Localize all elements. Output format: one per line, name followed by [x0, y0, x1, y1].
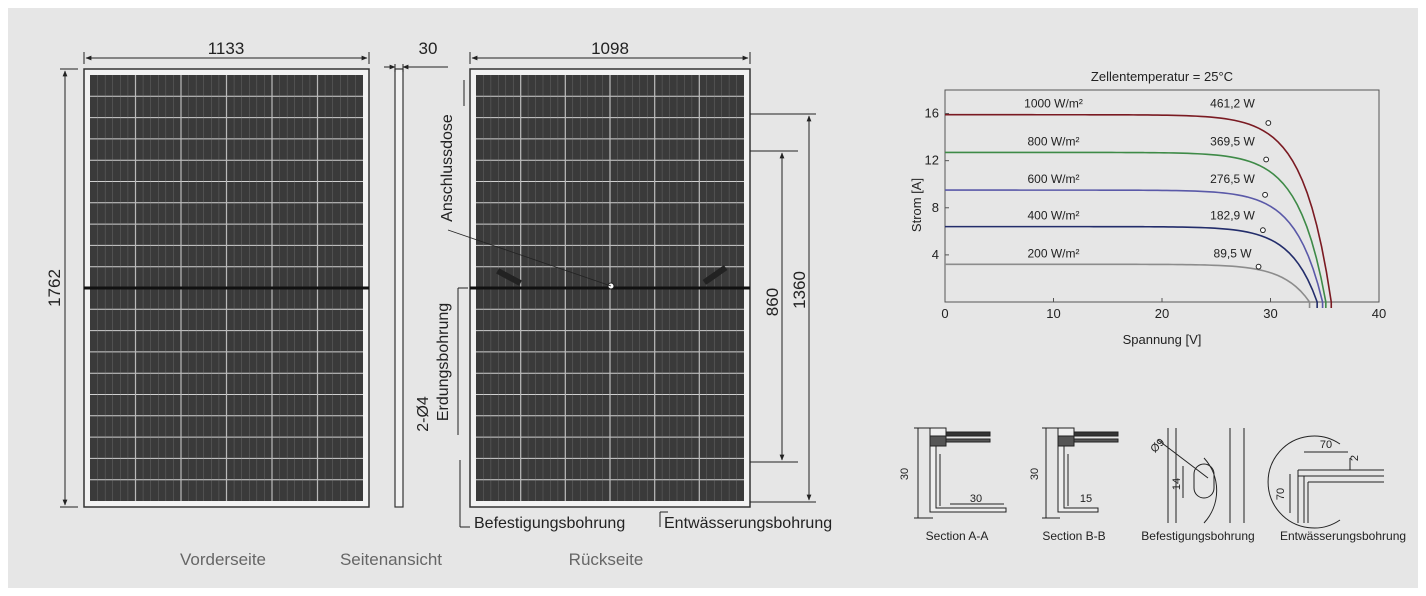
detail-drain-hole — [1267, 435, 1384, 529]
section-aa-dim-2: 30 — [970, 493, 982, 505]
x-tick-label: 20 — [1155, 306, 1169, 321]
series-power-label: 369,5 W — [1210, 134, 1255, 148]
x-tick-label: 40 — [1372, 306, 1386, 321]
y-tick-label: 12 — [925, 153, 939, 168]
series-power-label: 461,2 W — [1210, 97, 1255, 111]
section-aa-caption: Section A-A — [926, 529, 989, 543]
chart-series-group: 1000 W/m² 461,2 W 800 W/m² 369,5 W 600 W/m² 2… — [944, 97, 1333, 308]
series-line — [944, 189, 1324, 308]
section-aa-dim-1: 30 — [899, 468, 911, 480]
side-panel-profile — [394, 68, 404, 508]
junction-box-right — [702, 265, 728, 285]
series-power-label: 276,5 W — [1210, 172, 1255, 186]
front-height-label: 1762 — [45, 269, 64, 307]
datasheet-drawing-sheet: 1133 1762 Vorderseite 30 Seitenansicht 1… — [8, 8, 1418, 588]
x-tick-label: 10 — [1046, 306, 1060, 321]
section-bb-dim-2: 15 — [1080, 493, 1092, 505]
series-name-label: 600 W/m² — [1027, 172, 1079, 186]
series-line — [944, 151, 1327, 308]
series-power-label: 182,9 W — [1210, 209, 1255, 223]
chart-title: Zellentemperatur = 25°C — [1091, 69, 1233, 84]
y-tick-label: 8 — [932, 200, 939, 215]
mounting-hole-label: Befestigungsbohrung — [474, 515, 625, 532]
front-width-label: 1133 — [208, 39, 245, 58]
chart-ylabel: Strom [A] — [909, 178, 924, 232]
series-line — [944, 225, 1318, 308]
x-tick-label: 30 — [1263, 306, 1277, 321]
side-view: 30 Seitenansicht — [340, 39, 448, 569]
drain-hole-label: Entwässerungsbohrung — [664, 515, 832, 532]
drain-detail-dim-3: 2 — [1349, 455, 1361, 461]
dim-1360-label: 1360 — [790, 271, 809, 309]
detail-section-b-b — [1042, 427, 1119, 519]
mpp-point — [1255, 263, 1262, 270]
series-name-label: 1000 W/m² — [1024, 97, 1083, 111]
front-view: 1133 1762 Vorderseite — [45, 39, 370, 569]
mpp-point — [1260, 227, 1266, 234]
section-bb-caption: Section B-B — [1042, 529, 1105, 543]
mpp-point — [1263, 156, 1270, 163]
detail-mounting-hole — [1157, 428, 1245, 524]
iv-curve-chart: Zellentemperatur = 25°C Spannung [V] Str… — [909, 69, 1386, 347]
mounting-detail-caption: Befestigungsbohrung — [1141, 529, 1254, 543]
y-tick-label: 4 — [932, 247, 939, 262]
ground-hole-label-1: 2-Ø4 — [415, 396, 432, 432]
side-view-caption: Seitenansicht — [340, 550, 442, 569]
chart-xlabel: Spannung [V] — [1123, 332, 1202, 347]
detail-section-a-a — [914, 427, 1007, 519]
mounting-detail-dim-1: 14 — [1171, 478, 1183, 490]
y-tick-label: 16 — [925, 106, 939, 121]
section-bb-dim-1: 30 — [1029, 468, 1041, 480]
mounting-detail-dim-2: Ø9 — [1148, 436, 1167, 455]
mpp-point — [1265, 120, 1272, 126]
drain-detail-dim-2: 70 — [1275, 488, 1287, 500]
front-view-caption: Vorderseite — [180, 550, 266, 569]
series-name-label: 200 W/m² — [1027, 246, 1079, 260]
chart-axis-ticks: 0 10 20 30 40 4 8 12 16 — [925, 106, 1387, 321]
junction-box-left — [496, 268, 522, 286]
series-power-label: 89,5 W — [1214, 246, 1253, 260]
side-thickness-label: 30 — [419, 39, 438, 58]
series-line — [944, 113, 1333, 308]
mpp-point — [1262, 191, 1268, 198]
back-view-caption: Rückseite — [569, 550, 644, 569]
dim-860-label: 860 — [763, 288, 782, 316]
drain-detail-dim-1: 70 — [1320, 439, 1332, 451]
drain-detail-caption: Entwässerungsbohrung — [1280, 529, 1406, 543]
series-line — [944, 263, 1311, 308]
junction-box-label: Anschlussdose — [439, 114, 456, 222]
series-name-label: 800 W/m² — [1027, 134, 1079, 148]
back-view: 1098 860 1360 Anschlussdose 2-Ø4 Erdungs… — [415, 39, 832, 569]
series-name-label: 400 W/m² — [1027, 209, 1079, 223]
x-tick-label: 0 — [941, 306, 948, 321]
ground-hole-label-2: Erdungsbohrung — [435, 303, 452, 421]
back-width-label: 1098 — [591, 39, 629, 58]
